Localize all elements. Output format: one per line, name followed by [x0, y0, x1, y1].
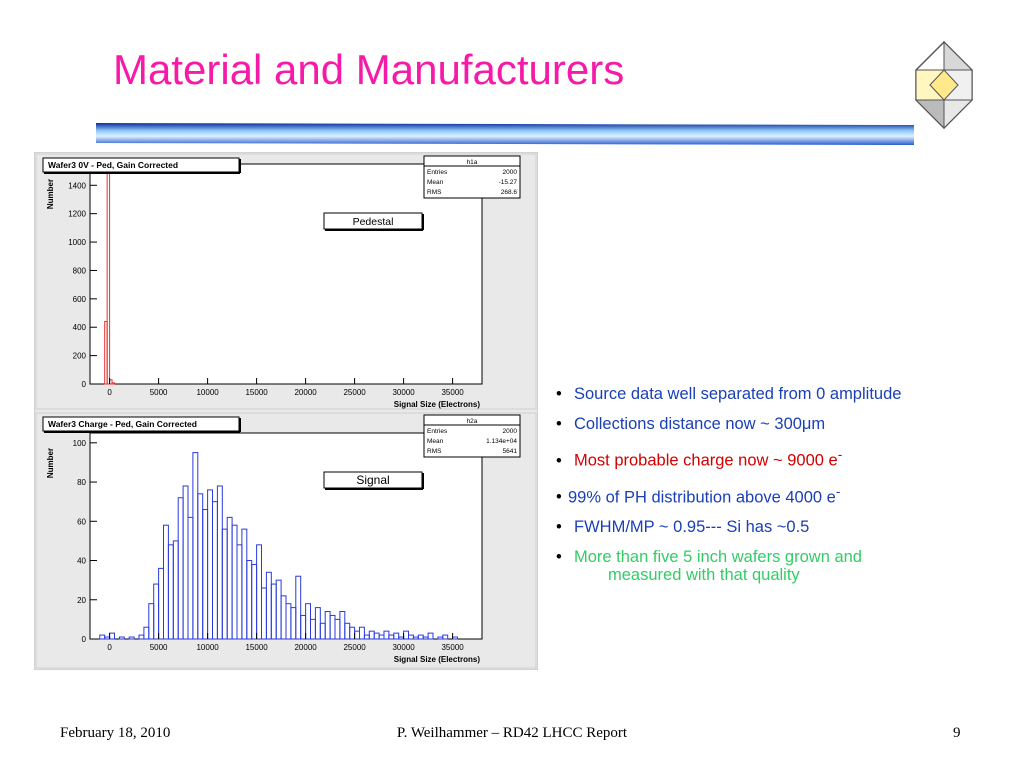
bullet-list: • Source data well separated from 0 ampli… [556, 385, 996, 595]
x-tick-label: 25000 [343, 643, 366, 652]
histogram-bar [442, 634, 449, 640]
x-tick-label: 35000 [441, 643, 464, 652]
chart-title: Wafer3 0V - Ped, Gain Corrected [48, 160, 178, 170]
y-tick-label: 600 [73, 295, 87, 304]
y-tick-label: 400 [73, 323, 87, 332]
histogram-bar [359, 626, 365, 640]
stats-value: -15.27 [499, 179, 518, 186]
y-tick-label: 20 [77, 596, 86, 605]
stats-label: Entries [427, 428, 448, 435]
annotation-label: Signal [356, 473, 389, 487]
stats-name: h1a [467, 159, 478, 166]
x-tick-label: 5000 [150, 643, 168, 652]
bullet-dot: • [556, 451, 562, 470]
x-tick-label: 10000 [196, 643, 219, 652]
x-tick-label: 25000 [343, 388, 366, 397]
title-underline-bar [96, 123, 914, 145]
stats-label: RMS [427, 189, 442, 196]
x-tick-label: 0 [107, 643, 112, 652]
stats-label: Mean [427, 179, 444, 186]
y-tick-label: 200 [73, 352, 87, 361]
diamond-logo-icon [914, 40, 974, 130]
stats-label: Entries [427, 169, 448, 176]
footer-date: February 18, 2010 [60, 725, 171, 741]
stats-box [423, 414, 521, 458]
y-tick-label: 1200 [68, 210, 86, 219]
histogram-bar [118, 636, 125, 640]
histogram-figure: 0 5000 10000 15000 20000 25000 30000 3500002004… [34, 152, 538, 670]
y-tick-label: 60 [77, 517, 86, 526]
annotation-label: Pedestal [353, 216, 394, 228]
plot-area [89, 163, 483, 385]
x-tick-label: 20000 [294, 643, 317, 652]
signal-histogram-panel: 0 5000 10000 15000 20000 25000 30000 35000 0 20 40… [42, 414, 521, 664]
stats-box [423, 155, 521, 199]
x-axis-label: Signal Size (Electrons) [394, 400, 481, 409]
stats-name: h2a [467, 418, 478, 425]
x-axis-label: Signal Size (Electrons) [394, 655, 481, 664]
bullet-wafers: • More than five 5 inch wafers grown and m… [556, 548, 862, 584]
histogram-bar [295, 575, 302, 640]
x-tick-label: 30000 [392, 388, 415, 397]
bullet-fwhm: • FWHM/MP ~ 0.95--- Si has ~0.5 [556, 518, 810, 536]
pedestal-histogram-panel: 0 5000 10000 15000 20000 25000 30000 35000 0 200 4… [42, 155, 521, 409]
histogram-bar [128, 636, 135, 640]
stats-label: RMS [427, 448, 442, 455]
x-tick-label: 10000 [196, 388, 219, 397]
x-tick-label: 0 [107, 388, 112, 397]
histogram-bar [427, 632, 434, 640]
x-tick-label: 20000 [294, 388, 317, 397]
bullet-collection-distance: • Collections distance now ~ 300μm [556, 415, 826, 433]
stats-value: 5641 [503, 448, 518, 455]
x-tick-label: 30000 [392, 643, 415, 652]
y-tick-label: 0 [82, 380, 87, 389]
x-tick-label: 15000 [245, 388, 268, 397]
x-tick-label: 5000 [150, 388, 168, 397]
y-tick-label: 80 [77, 478, 86, 487]
stats-label: Mean [427, 438, 444, 445]
bullet-dot: • [556, 548, 562, 566]
x-tick-label: 15000 [245, 643, 268, 652]
bullet-dot: • [556, 415, 562, 433]
y-tick-label: 40 [77, 557, 86, 566]
slide-title: Material and Manufacturers [113, 46, 625, 93]
footer-author: P. Weilhammer – RD42 LHCC Report [396, 725, 628, 741]
bullet-separation: • Source data well separated from 0 ampli… [556, 385, 902, 403]
bullet-most-probable: • Most probable charge now ~ 9000 e- [556, 447, 843, 470]
stats-value: 2000 [503, 169, 518, 176]
stats-value: 1.134e+04 [486, 438, 517, 445]
y-tick-label: 100 [73, 439, 87, 448]
y-axis-label: Number [46, 448, 55, 478]
y-tick-label: 0 [82, 635, 87, 644]
x-tick-label: 35000 [441, 388, 464, 397]
y-tick-label: 1000 [68, 238, 86, 247]
bullet-dot: • [556, 518, 562, 536]
bullet-dot: • [556, 488, 562, 506]
stats-value: 2000 [503, 428, 518, 435]
bullet-dot: • [556, 385, 562, 403]
y-tick-label: 800 [73, 266, 87, 275]
histogram-bar [393, 632, 400, 640]
y-axis-label: Number [46, 179, 55, 209]
chart-title: Wafer3 Charge - Ped, Gain Corrected [48, 419, 197, 429]
footer-page-number: 9 [953, 725, 961, 741]
y-tick-label: 1400 [68, 181, 86, 190]
bullet-ph-distribution: • 99% of PH distribution above 4000 e- [556, 483, 841, 507]
histogram-bar [111, 382, 116, 385]
stats-value: 268.6 [501, 189, 518, 196]
